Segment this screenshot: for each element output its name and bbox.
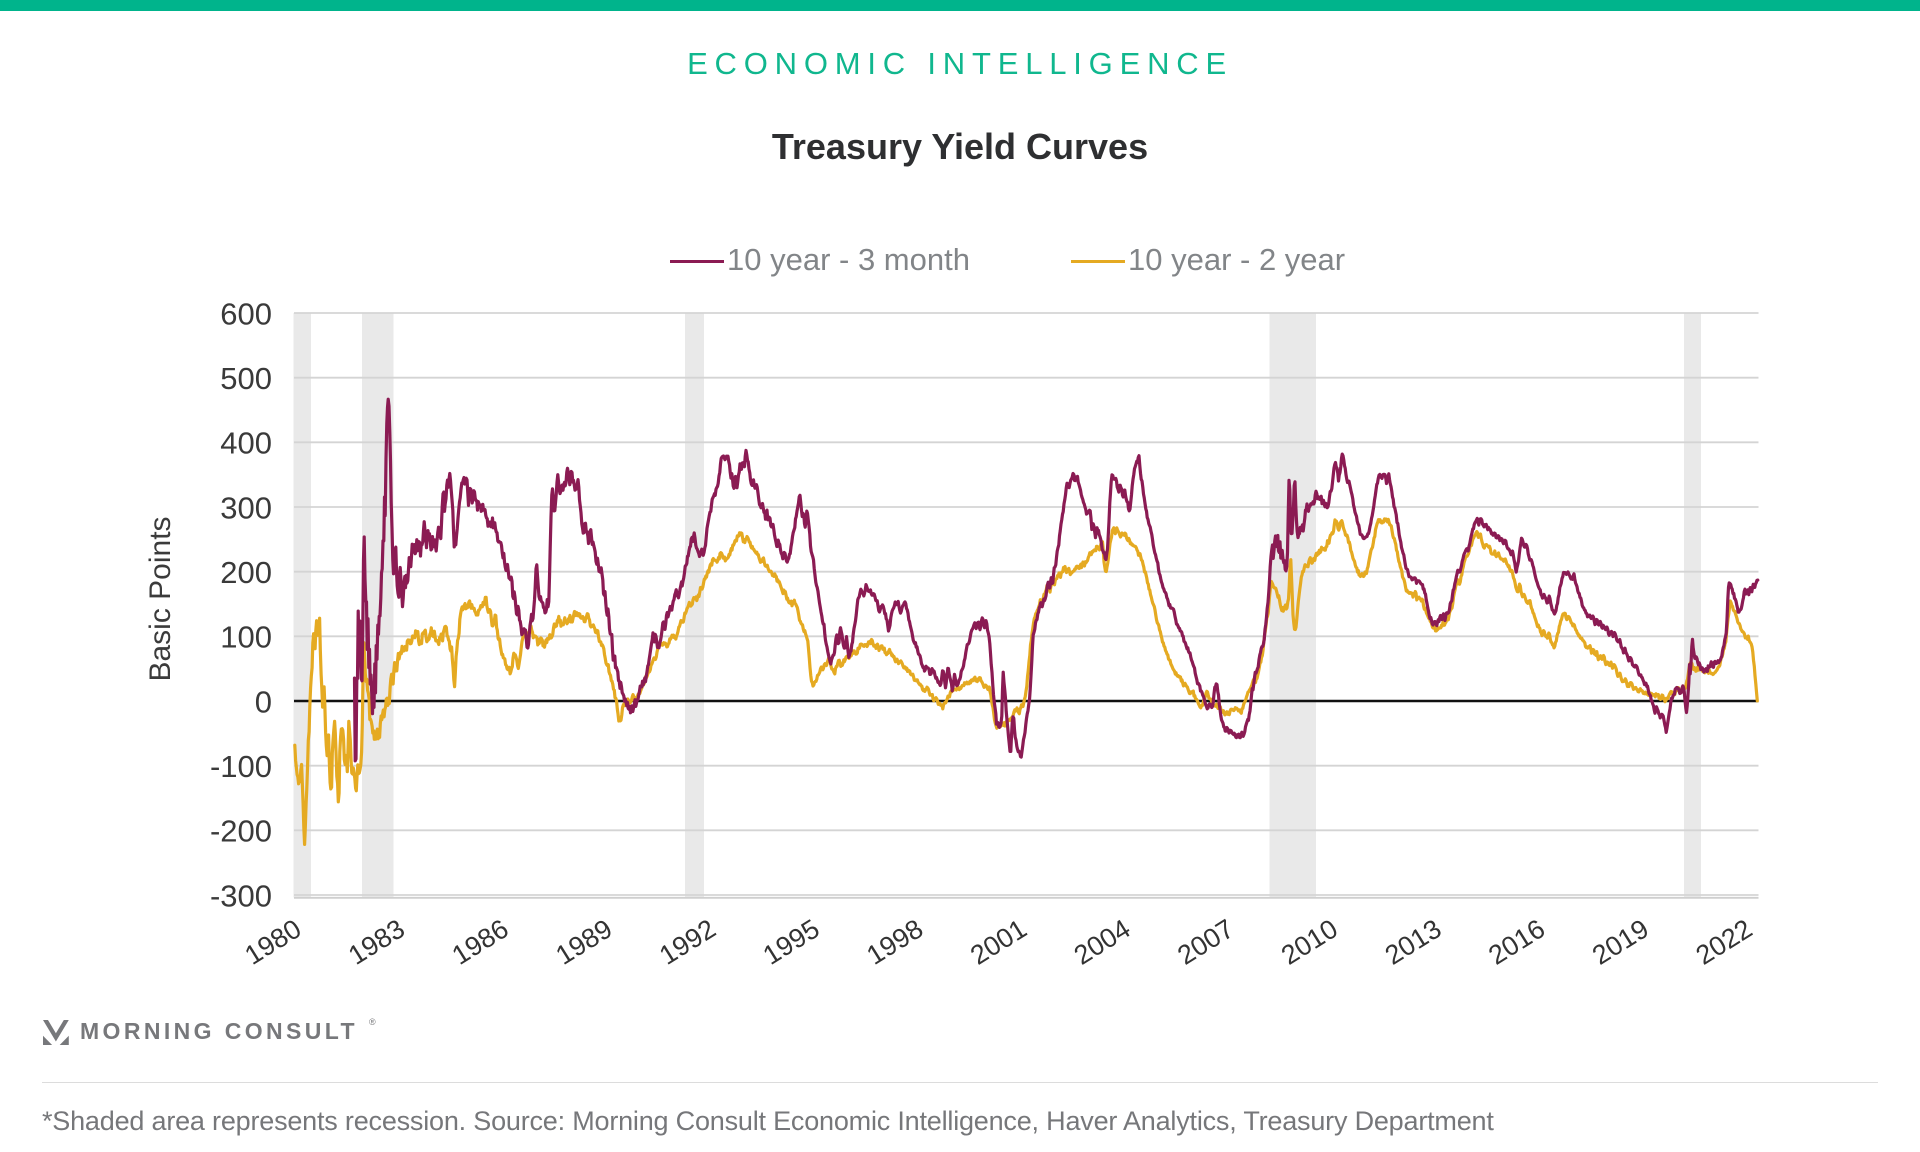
svg-text:1986: 1986: [447, 913, 514, 970]
svg-text:1995: 1995: [758, 913, 825, 970]
svg-text:2022: 2022: [1691, 913, 1758, 970]
svg-text:2013: 2013: [1380, 913, 1447, 970]
svg-text:2001: 2001: [965, 913, 1032, 970]
svg-text:Basic Points: Basic Points: [144, 516, 177, 681]
svg-text:2010: 2010: [1276, 913, 1343, 970]
svg-text:1983: 1983: [343, 913, 410, 970]
svg-text:-200: -200: [210, 814, 272, 849]
svg-text:1992: 1992: [654, 913, 721, 970]
svg-text:1980: 1980: [240, 913, 307, 970]
svg-text:1998: 1998: [861, 913, 928, 970]
svg-text:0: 0: [255, 684, 272, 719]
svg-text:100: 100: [220, 620, 272, 655]
svg-text:2007: 2007: [1172, 913, 1239, 970]
svg-text:2004: 2004: [1069, 913, 1136, 970]
svg-text:400: 400: [220, 426, 272, 461]
svg-text:-100: -100: [210, 749, 272, 784]
svg-text:600: 600: [220, 296, 272, 331]
svg-text:200: 200: [220, 555, 272, 590]
svg-text:300: 300: [220, 490, 272, 525]
svg-text:500: 500: [220, 361, 272, 396]
svg-text:1989: 1989: [551, 913, 618, 970]
svg-text:-300: -300: [210, 878, 272, 913]
svg-text:2019: 2019: [1587, 913, 1654, 970]
svg-text:2016: 2016: [1483, 913, 1550, 970]
